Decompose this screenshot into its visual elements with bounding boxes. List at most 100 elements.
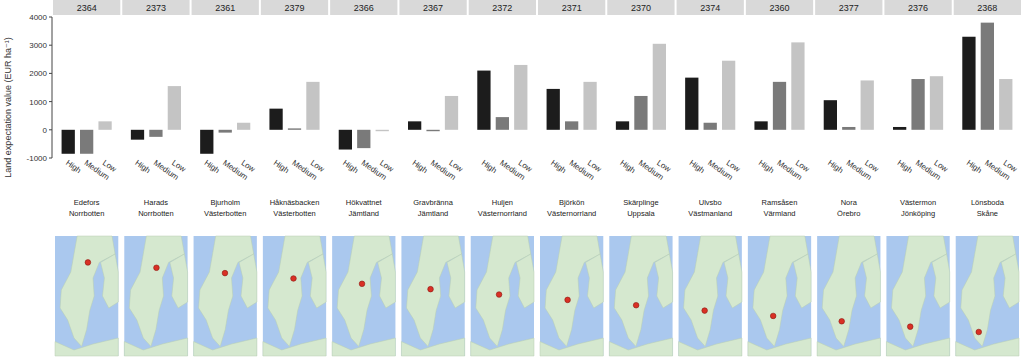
y-tick-label: 4000 <box>29 13 47 22</box>
location-label: Västerbotten <box>204 209 247 218</box>
y-tick-label: 1000 <box>29 98 47 107</box>
y-tick-label: 3000 <box>29 41 47 50</box>
bars <box>962 23 1012 130</box>
map <box>679 236 742 356</box>
map-sea <box>748 236 811 356</box>
map-sea <box>540 236 603 356</box>
panel-title: 2364 <box>77 3 97 13</box>
location-label: Håknäsbacken <box>270 198 320 207</box>
location-label: Örebro <box>837 209 860 218</box>
bar <box>616 121 629 129</box>
location-label: Ramsåsen <box>762 198 798 207</box>
bar <box>842 127 855 130</box>
bar <box>773 82 786 130</box>
location-label: Jämtland <box>418 209 448 218</box>
bar <box>930 76 943 130</box>
bar <box>893 127 906 130</box>
map-land <box>378 254 396 308</box>
bar <box>376 130 389 131</box>
bar <box>583 82 596 130</box>
strip <box>469 0 536 15</box>
panel-title: 2379 <box>284 3 304 13</box>
panel: 2371HighMediumLowBjörkönVästernorrland <box>538 0 605 356</box>
x-tick-label: High <box>895 158 914 175</box>
bar <box>754 121 767 129</box>
x-tick-label: Low <box>170 158 187 174</box>
strip <box>53 0 120 15</box>
x-tick-label: Low <box>932 158 949 174</box>
panel: 2379HighMediumLowHåknäsbackenVästerbotte… <box>261 0 328 356</box>
x-tick-label: Low <box>239 158 256 174</box>
bars <box>200 123 250 154</box>
x-tick-label: Low <box>517 158 534 174</box>
strip <box>538 0 605 15</box>
x-tick-label: Low <box>101 158 118 174</box>
bars <box>131 86 181 140</box>
x-tick-label: Low <box>863 158 880 174</box>
panel-title: 2373 <box>146 3 166 13</box>
bars <box>269 82 319 130</box>
bars <box>824 80 874 129</box>
map-land <box>817 338 880 356</box>
map <box>471 236 534 356</box>
strip <box>884 0 951 15</box>
map-pin <box>633 302 639 308</box>
x-tick-label: Low <box>724 158 741 174</box>
bar <box>149 130 162 137</box>
bar <box>999 79 1012 130</box>
bar <box>269 109 282 130</box>
bar <box>547 89 560 130</box>
bar <box>445 96 458 130</box>
map-land <box>540 338 603 356</box>
map-land <box>401 338 464 356</box>
location-label: Gravbränna <box>413 198 453 207</box>
bar <box>514 65 527 130</box>
map-land <box>748 338 811 356</box>
bar <box>962 37 975 130</box>
map-sea <box>679 236 742 356</box>
x-tick-label: Low <box>378 158 395 174</box>
x-tick-label: High <box>272 158 291 175</box>
strip <box>192 0 259 15</box>
x-tick-label: Low <box>794 158 811 174</box>
panel-title: 2368 <box>977 3 997 13</box>
panel: 2370HighMediumLowSkärplingeUppsala <box>607 0 674 356</box>
map-sea <box>55 236 118 356</box>
map <box>401 236 464 356</box>
map <box>332 236 395 356</box>
strip <box>261 0 328 15</box>
panel-title: 2370 <box>631 3 651 13</box>
x-tick-label: Low <box>309 158 326 174</box>
panel: 2364-100001000200030004000Land expectati… <box>3 0 120 356</box>
location-label: Västernorrland <box>547 209 596 218</box>
bar <box>496 117 509 130</box>
x-tick-label: High <box>688 158 707 175</box>
panel: 2372HighMediumLowHuljenVästernorrland <box>469 0 536 356</box>
bar <box>288 128 301 129</box>
y-tick <box>49 158 52 159</box>
x-tick-label: High <box>64 158 83 175</box>
bars <box>339 130 389 150</box>
panel-title: 2374 <box>700 3 720 13</box>
map-land <box>101 254 119 308</box>
map <box>748 236 811 356</box>
bar <box>704 123 717 130</box>
bar <box>306 82 319 130</box>
map-sea <box>263 236 326 356</box>
location-label: Björkön <box>559 198 584 207</box>
bar <box>62 130 75 154</box>
bar <box>219 130 232 133</box>
location-label: Norrbotten <box>138 209 173 218</box>
map-pin <box>770 313 776 319</box>
bar <box>408 121 421 129</box>
panel: 2367HighMediumLowGravbrännaJämtland <box>399 0 466 356</box>
x-tick-label: High <box>410 158 429 175</box>
panel: 2366HighMediumLowHökvattnetJämtland <box>330 0 397 356</box>
y-tick <box>49 45 52 46</box>
y-tick-label: 0 <box>43 126 48 135</box>
bars <box>408 96 458 131</box>
y-tick <box>49 101 52 102</box>
map-land <box>239 254 257 308</box>
panel-title: 2376 <box>908 3 928 13</box>
y-tick <box>49 17 52 18</box>
